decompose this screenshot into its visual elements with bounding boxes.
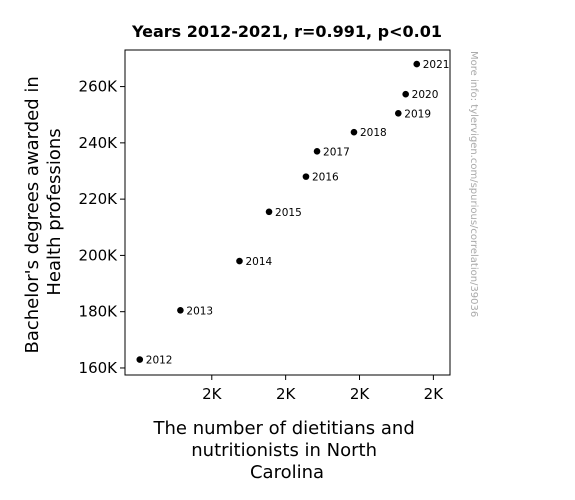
y-tick-label: 200K — [79, 246, 119, 264]
x-tick-label: 2K — [202, 385, 223, 403]
x-axis-label-line-2: nutritionists in North — [191, 440, 377, 461]
data-point-2021 — [413, 60, 421, 68]
data-label-2019: 2019 — [404, 108, 431, 120]
y-axis-label-line-2: Health professions — [44, 128, 65, 295]
data-point-2016 — [302, 173, 310, 180]
source-watermark: More info: tylervigen.com/spurious/corre… — [468, 51, 479, 317]
y-axis: 160K 180K 200K 220K 240K 260K — [79, 78, 125, 377]
x-axis: 2K 2K 2K 2K — [202, 375, 444, 403]
data-label-2021: 2021 — [423, 59, 450, 71]
plot-area — [124, 49, 451, 376]
y-tick-label: 240K — [79, 134, 119, 152]
data-label-2012: 2012 — [146, 355, 173, 367]
data-point-2019 — [394, 110, 402, 117]
y-axis-label: Bachelor's degrees awarded in Health pro… — [22, 70, 65, 353]
data-point-2014 — [236, 257, 243, 265]
x-axis-label: The number of dietitians and nutritionis… — [153, 418, 421, 483]
y-tick-label: 220K — [79, 190, 119, 208]
data-label-2020: 2020 — [412, 89, 439, 101]
data-label-2015: 2015 — [275, 207, 302, 219]
data-label-2013: 2013 — [186, 305, 213, 317]
x-axis-label-line-1: The number of dietitians and — [153, 418, 415, 439]
x-tick-label: 2K — [350, 385, 371, 403]
data-label-2016: 2016 — [312, 172, 339, 184]
x-axis-label-line-3: Carolina — [250, 462, 324, 483]
data-label-2014: 2014 — [245, 256, 272, 268]
chart-title: Years 2012-2021, r=0.991, p<0.01 — [131, 22, 442, 41]
data-label-2017: 2017 — [323, 146, 350, 158]
x-tick-label: 2K — [424, 385, 445, 403]
y-tick-label: 180K — [79, 303, 119, 321]
x-tick-label: 2K — [276, 385, 297, 403]
data-point-2013 — [177, 306, 184, 314]
y-tick-label: 160K — [79, 359, 119, 377]
data-points: 2012 2013 2014 2015 2016 2017 2018 2019 2020 2021 — [136, 59, 450, 367]
data-point-2012 — [136, 356, 144, 363]
data-point-2020 — [402, 90, 409, 98]
y-axis-label-line-1: Bachelor's degrees awarded in — [22, 76, 43, 353]
data-point-2018 — [350, 128, 358, 136]
data-point-2015 — [265, 208, 273, 216]
data-label-2018: 2018 — [360, 127, 387, 139]
y-tick-label: 260K — [79, 78, 119, 96]
data-point-2017 — [313, 147, 321, 155]
